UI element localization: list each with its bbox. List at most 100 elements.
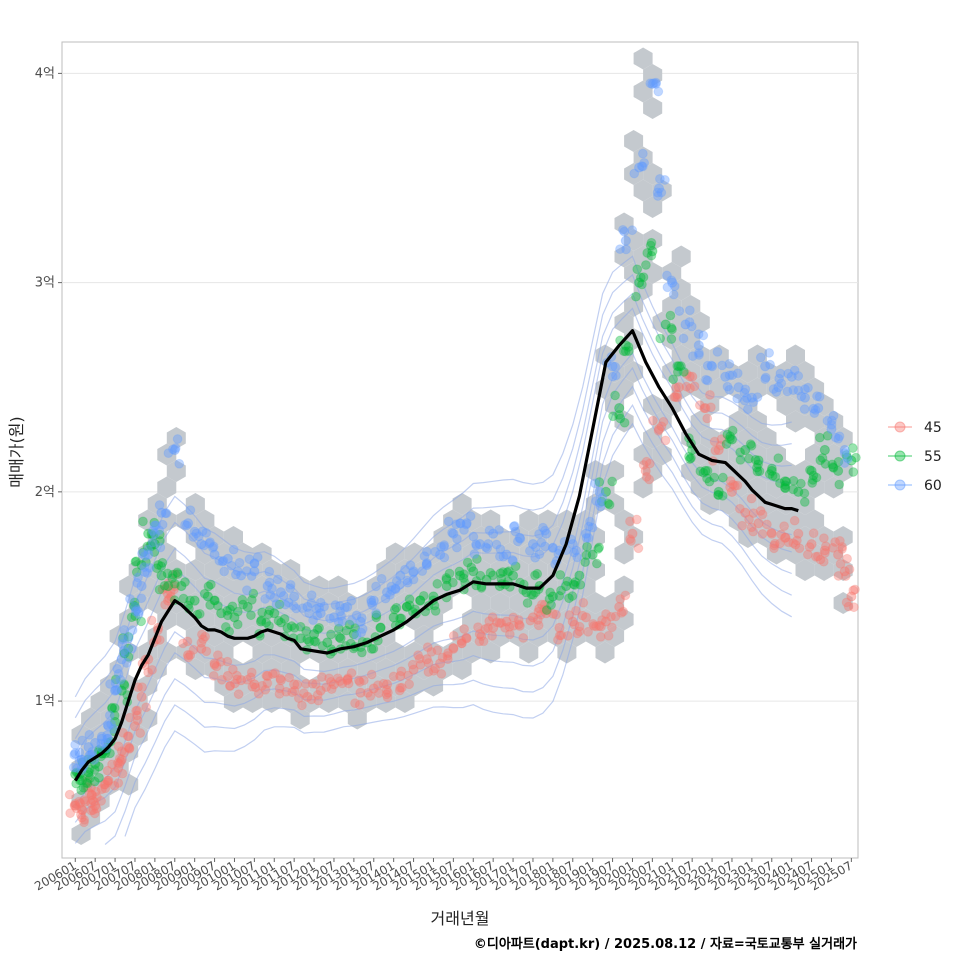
data-point-45 <box>673 382 685 393</box>
hexbin-cell <box>185 625 205 647</box>
data-point-55 <box>458 573 469 584</box>
data-point-55 <box>666 322 677 333</box>
data-point-60 <box>408 574 419 585</box>
hexbin-cell <box>614 245 634 268</box>
data-point-45 <box>641 456 652 467</box>
data-point-45 <box>548 608 558 619</box>
data-point-45 <box>86 782 96 793</box>
data-point-45 <box>488 622 499 633</box>
data-point-55 <box>554 591 565 601</box>
hexbin-cell <box>757 427 777 449</box>
data-point-55 <box>344 619 355 630</box>
data-point-60 <box>706 360 717 371</box>
data-point-55 <box>607 476 618 487</box>
hexbin-cell <box>338 691 358 713</box>
hexbin-cell <box>805 542 825 565</box>
data-point-55 <box>368 643 379 654</box>
data-point-55 <box>502 567 513 578</box>
data-point-45 <box>196 643 207 654</box>
data-point-45 <box>225 680 236 691</box>
data-point-60 <box>182 518 194 529</box>
data-point-60 <box>839 448 850 458</box>
data-point-55 <box>619 417 630 428</box>
hexbin-cell <box>595 641 615 664</box>
data-point-55 <box>541 605 552 615</box>
data-point-45 <box>533 606 544 617</box>
data-point-45 <box>802 549 813 560</box>
data-point-55 <box>276 617 286 628</box>
data-point-55 <box>846 455 857 466</box>
data-point-55 <box>130 611 141 621</box>
data-point-60 <box>201 528 212 538</box>
data-point-60 <box>264 577 275 588</box>
data-point-45 <box>484 616 495 627</box>
data-point-55 <box>562 576 573 587</box>
data-point-45 <box>129 721 141 732</box>
data-point-45 <box>837 544 847 554</box>
data-point-55 <box>371 612 382 623</box>
data-point-60 <box>395 570 406 581</box>
data-point-60 <box>133 606 144 617</box>
data-point-60 <box>356 627 367 638</box>
data-point-55 <box>822 430 833 441</box>
data-point-60 <box>170 443 181 453</box>
hexbin-cell <box>528 625 548 647</box>
data-point-55 <box>799 497 810 507</box>
data-point-60 <box>387 585 397 596</box>
data-point-60 <box>469 549 480 559</box>
hexbin-cell <box>138 707 158 730</box>
data-point-60 <box>701 374 711 385</box>
data-point-55 <box>430 606 441 616</box>
data-point-55 <box>326 629 336 640</box>
data-point-60 <box>265 589 276 600</box>
hexbin-cell <box>452 493 472 515</box>
data-point-45 <box>618 606 629 617</box>
hexbin-cell <box>614 608 634 631</box>
data-point-45 <box>757 529 768 539</box>
data-point-45 <box>103 775 114 786</box>
data-point-55 <box>131 556 142 567</box>
data-point-45 <box>382 692 393 703</box>
data-point-55 <box>130 556 141 567</box>
data-point-45 <box>396 666 407 677</box>
data-point-45 <box>381 689 392 700</box>
data-point-45 <box>508 620 519 631</box>
data-point-55 <box>561 580 572 592</box>
data-point-45 <box>185 650 196 660</box>
data-point-45 <box>88 805 99 815</box>
hexbin-cell <box>509 592 529 614</box>
hexbin-cell <box>262 658 282 680</box>
data-point-45 <box>107 759 117 770</box>
hexbin-cell <box>547 526 567 548</box>
data-point-60 <box>843 453 853 464</box>
data-point-55 <box>264 605 275 616</box>
data-point-60 <box>335 600 345 611</box>
data-point-55 <box>574 570 585 581</box>
data-point-45 <box>373 680 383 691</box>
data-point-60 <box>131 605 142 615</box>
data-point-60 <box>117 634 128 645</box>
data-point-60 <box>161 508 172 519</box>
data-point-45 <box>513 614 524 625</box>
data-point-60 <box>649 78 659 89</box>
data-point-45 <box>748 526 759 537</box>
data-point-60 <box>386 581 397 592</box>
data-point-45 <box>615 594 626 604</box>
data-point-45 <box>289 679 300 690</box>
data-point-60 <box>144 562 155 573</box>
hexbin-cell <box>157 443 177 466</box>
hexbin-cell <box>271 608 291 631</box>
data-point-45 <box>100 783 111 794</box>
data-point-45 <box>75 798 86 809</box>
data-point-60 <box>136 580 147 592</box>
data-point-55 <box>750 454 761 465</box>
data-point-60 <box>285 579 296 590</box>
data-point-45 <box>116 754 127 765</box>
data-point-45 <box>99 779 110 790</box>
data-point-55 <box>149 539 160 550</box>
data-point-60 <box>110 678 121 688</box>
hexbin-cell <box>252 674 272 697</box>
data-point-45 <box>700 403 711 414</box>
data-point-55 <box>242 601 253 613</box>
data-point-55 <box>119 680 130 691</box>
